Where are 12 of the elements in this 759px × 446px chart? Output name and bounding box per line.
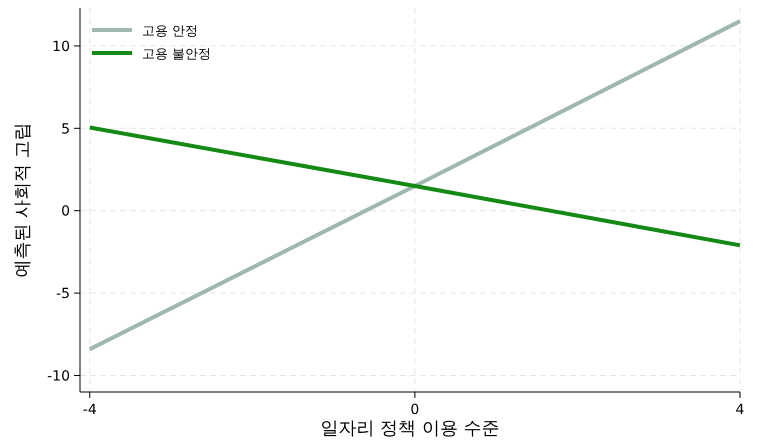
y-axis-title: 예측된 사회적 고립: [12, 122, 33, 278]
x-tick-label: 4: [736, 402, 745, 418]
y-tick-label: 0: [61, 204, 70, 220]
y-tick-label: -10: [47, 368, 70, 385]
y-tick-label: 10: [52, 38, 70, 55]
x-tick-label: -4: [82, 402, 97, 418]
x-tick-label: 0: [410, 402, 420, 418]
y-tick-label: 5: [61, 121, 70, 138]
x-axis-title: 일자리 정책 이용 수준: [320, 418, 500, 439]
legend-label: 고용 불안정: [142, 47, 212, 62]
y-tick-label: -5: [56, 286, 70, 302]
legend-label: 고용 안정: [142, 24, 198, 39]
